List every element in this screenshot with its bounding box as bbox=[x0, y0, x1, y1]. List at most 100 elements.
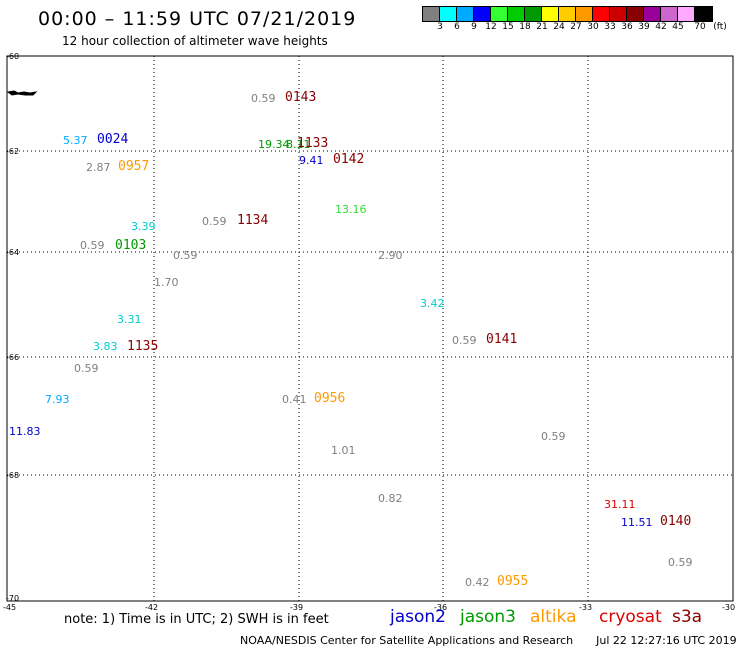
scale-swatch bbox=[525, 7, 542, 21]
wave-height-label: 11.51 bbox=[621, 516, 653, 529]
lon-label: -45 bbox=[3, 603, 17, 612]
scale-swatch bbox=[440, 7, 457, 21]
scale-swatch bbox=[508, 7, 525, 21]
pass-time-label: 1134 bbox=[237, 213, 269, 228]
lon-label: -36 bbox=[434, 603, 448, 612]
wave-height-label: 0.59 bbox=[74, 362, 99, 375]
scale-label: 9 bbox=[471, 22, 477, 32]
wave-height-label: 2.87 bbox=[86, 161, 111, 174]
legend-jason3: jason3 bbox=[460, 607, 516, 627]
scale-label: 45 bbox=[672, 22, 684, 32]
scale-label: 3 bbox=[437, 22, 443, 32]
wave-height-label: 0.59 bbox=[452, 334, 477, 347]
scale-swatch bbox=[678, 7, 695, 21]
scale-label: 70 bbox=[694, 22, 706, 32]
scale-label: 33 bbox=[604, 22, 616, 32]
pass-time-label: 0024 bbox=[97, 132, 129, 147]
pass-time-label: 0141 bbox=[486, 332, 518, 347]
wave-height-label: 19.34 bbox=[258, 138, 290, 151]
scale-swatch bbox=[593, 7, 610, 21]
wave-height-label: 11.83 bbox=[9, 425, 41, 438]
scale-label: 18 bbox=[519, 22, 531, 32]
pass-time-label: 0103 bbox=[115, 238, 147, 253]
lat-label: -64 bbox=[6, 248, 20, 257]
wave-height-label: 31.11 bbox=[604, 498, 636, 511]
wave-height-label: 0.59 bbox=[173, 249, 198, 262]
wave-height-label: 3.83 bbox=[93, 340, 118, 353]
scale-swatch bbox=[559, 7, 576, 21]
wave-height-label: 0.42 bbox=[465, 576, 490, 589]
wave-height-label: 1.01 bbox=[331, 444, 356, 457]
wave-height-label: 3.31 bbox=[117, 313, 142, 326]
wave-height-label: 0.82 bbox=[378, 492, 403, 505]
wave-height-label: 13.16 bbox=[335, 203, 367, 216]
scale-swatch bbox=[610, 7, 627, 21]
lat-label: -66 bbox=[6, 353, 20, 362]
scale-label: 15 bbox=[502, 22, 514, 32]
lon-label: -33 bbox=[579, 603, 593, 612]
wave-height-label: 5.37 bbox=[63, 134, 88, 147]
note-text: note: 1) Time is in UTC; 2) SWH is in fe… bbox=[64, 612, 329, 627]
wave-height-label: 0.59 bbox=[80, 239, 105, 252]
pass-time-label: 0956 bbox=[314, 391, 346, 406]
lon-label: -39 bbox=[290, 603, 304, 612]
scale-swatch bbox=[695, 7, 712, 21]
scale-label: 39 bbox=[638, 22, 650, 32]
legend-cryosat: cryosat bbox=[599, 607, 662, 627]
scale-swatch bbox=[457, 7, 474, 21]
wave-height-label: 0.59 bbox=[541, 430, 566, 443]
scale-swatch bbox=[542, 7, 559, 21]
pass-time-label: 0140 bbox=[660, 514, 692, 529]
scale-label: 36 bbox=[621, 22, 633, 32]
pass-time-label: 1135 bbox=[127, 339, 159, 354]
pass-time-label: 0142 bbox=[333, 152, 365, 167]
wave-height-label: 1.70 bbox=[154, 276, 179, 289]
footer-credit-text: NOAA/NESDIS Center for Satellite Applica… bbox=[240, 634, 574, 647]
pass-time-label: 0143 bbox=[285, 90, 317, 105]
wave-height-label: 7.93 bbox=[45, 393, 70, 406]
wave-height-label: 3.39 bbox=[131, 220, 156, 233]
lat-label: -60 bbox=[6, 52, 20, 61]
wave-height-label: 0.41 bbox=[282, 393, 307, 406]
wave-height-label: 0.59 bbox=[202, 215, 227, 228]
lon-label: -42 bbox=[145, 603, 159, 612]
scale-swatch bbox=[491, 7, 508, 21]
footer-credit: NOAA/NESDIS Center for Satellite Applica… bbox=[240, 634, 737, 647]
pass-time-label: 0955 bbox=[497, 574, 529, 589]
wave-height-label: 2.90 bbox=[378, 249, 403, 262]
page-subtitle: 12 hour collection of altimeter wave hei… bbox=[62, 34, 328, 48]
scale-label: 24 bbox=[553, 22, 565, 32]
wave-height-label: 0.59 bbox=[668, 556, 693, 569]
scale-swatch bbox=[474, 7, 491, 21]
pass-time-label: 0957 bbox=[118, 159, 150, 174]
coastline-island-icon bbox=[6, 90, 38, 96]
wave-height-label: 8.11 bbox=[286, 138, 311, 151]
scale-label: 12 bbox=[485, 22, 497, 32]
lat-label: -62 bbox=[6, 147, 20, 156]
lat-label: -70 bbox=[6, 594, 20, 603]
pass-time-label: 1133 bbox=[297, 136, 329, 151]
scale-label: 6 bbox=[454, 22, 460, 32]
scale-label: 21 bbox=[536, 22, 548, 32]
scale-swatch bbox=[423, 7, 440, 21]
scale-label: 27 bbox=[570, 22, 582, 32]
color-scale-bar bbox=[422, 6, 713, 22]
scale-swatch bbox=[576, 7, 593, 21]
legend-altika: altika bbox=[530, 607, 577, 627]
scale-label: (ft) bbox=[713, 22, 727, 32]
wave-height-label: 3.42 bbox=[420, 297, 445, 310]
scale-swatch bbox=[627, 7, 644, 21]
scale-swatch bbox=[661, 7, 678, 21]
wave-height-label: 9.41 bbox=[299, 154, 324, 167]
legend-jason2: jason2 bbox=[390, 607, 446, 627]
scale-label: 42 bbox=[655, 22, 667, 32]
scale-swatch bbox=[644, 7, 661, 21]
lon-label: -30 bbox=[722, 603, 736, 612]
scale-label: 30 bbox=[587, 22, 599, 32]
page-title: 00:00 – 11:59 UTC 07/21/2019 bbox=[38, 8, 357, 30]
footer-timestamp: Jul 22 12:27:16 UTC 2019 bbox=[596, 634, 737, 647]
lat-label: -68 bbox=[6, 471, 20, 480]
wave-height-label: 0.59 bbox=[251, 92, 276, 105]
legend-s3a: s3a bbox=[672, 607, 703, 627]
